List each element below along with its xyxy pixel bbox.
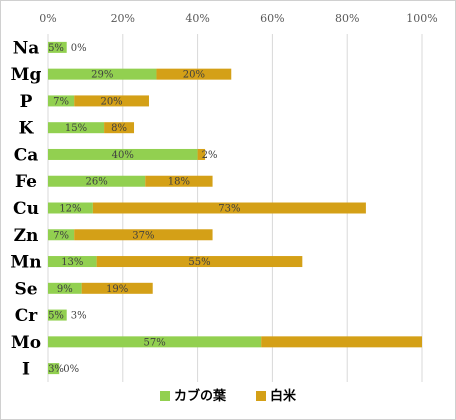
data-label: 18% xyxy=(168,177,190,188)
data-label: 5% xyxy=(48,43,64,54)
data-label: 40% xyxy=(112,150,134,161)
data-label: 8% xyxy=(111,123,127,134)
data-label: 12% xyxy=(59,204,81,215)
x-tick-label: 80% xyxy=(335,12,359,25)
x-tick-label: 40% xyxy=(185,12,209,25)
bar-kabu xyxy=(48,95,75,107)
data-label: 37% xyxy=(132,230,154,241)
category-label: Cu xyxy=(13,199,39,219)
bar-hakumai xyxy=(92,202,366,214)
category-label: P xyxy=(20,92,33,112)
bar-kabu xyxy=(48,68,157,80)
x-tick-label: 0% xyxy=(39,12,56,25)
category-label: Mg xyxy=(11,65,42,85)
category-label: Cr xyxy=(15,306,39,326)
data-label: 2% xyxy=(202,150,218,161)
bar-hakumai xyxy=(197,148,206,160)
legend-swatch xyxy=(160,391,170,401)
data-label: 7% xyxy=(53,96,69,107)
bar-hakumai xyxy=(96,256,303,268)
data-label: 13% xyxy=(61,257,83,268)
data-label: 20% xyxy=(100,96,122,107)
bar-hakumai xyxy=(145,175,213,187)
data-label: 7% xyxy=(53,230,69,241)
legend-label: カブの葉 xyxy=(174,388,227,404)
bar-hakumai xyxy=(81,282,153,294)
bar-kabu xyxy=(48,122,105,134)
data-label: 55% xyxy=(188,257,210,268)
data-label: 9% xyxy=(57,284,73,295)
legend-swatch xyxy=(256,391,266,401)
data-label: 3% xyxy=(48,364,64,375)
category-label: K xyxy=(19,119,35,139)
data-label: 73% xyxy=(218,204,240,215)
category-label: Ca xyxy=(14,145,39,165)
bar-kabu xyxy=(48,363,60,375)
data-label: 3% xyxy=(71,311,87,322)
bar-kabu xyxy=(48,309,67,321)
data-label: 5% xyxy=(48,311,64,322)
bar-kabu xyxy=(48,148,198,160)
bar-kabu xyxy=(48,202,93,214)
bar-hakumai xyxy=(74,229,213,241)
category-label: Se xyxy=(14,279,37,299)
category-label: Na xyxy=(13,38,40,58)
data-label: 57% xyxy=(143,337,165,348)
data-label: 26% xyxy=(86,177,108,188)
data-label: 19% xyxy=(106,284,128,295)
x-tick-label: 60% xyxy=(260,12,284,25)
bar-kabu xyxy=(48,256,97,268)
bar-hakumai xyxy=(156,68,232,80)
x-tick-label: 20% xyxy=(111,12,135,25)
data-label: 29% xyxy=(91,70,113,81)
data-label: 20% xyxy=(183,70,205,81)
category-label: Mo xyxy=(11,333,41,353)
bar-hakumai xyxy=(104,122,135,134)
data-label: 15% xyxy=(65,123,87,134)
bar-kabu xyxy=(48,41,67,53)
bar-kabu xyxy=(48,175,146,187)
data-label: 0% xyxy=(71,43,87,54)
bar-kabu xyxy=(48,282,82,294)
bar-hakumai xyxy=(74,95,149,107)
bar-kabu xyxy=(48,229,75,241)
category-label: Mn xyxy=(10,253,41,273)
bar-hakumai xyxy=(261,336,422,348)
category-label: I xyxy=(22,360,30,380)
data-label: 0% xyxy=(63,364,79,375)
x-tick-label: 100% xyxy=(406,12,437,25)
category-label: Fe xyxy=(15,172,37,192)
category-label: Zn xyxy=(14,226,39,246)
bar-kabu xyxy=(48,336,262,348)
legend-label: 白米 xyxy=(270,388,297,404)
